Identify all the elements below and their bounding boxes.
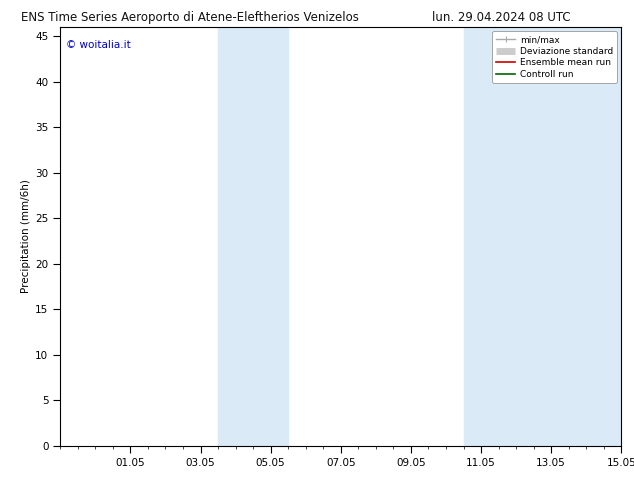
Text: lun. 29.04.2024 08 UTC: lun. 29.04.2024 08 UTC: [432, 11, 570, 24]
Text: ENS Time Series Aeroporto di Atene-Eleftherios Venizelos: ENS Time Series Aeroporto di Atene-Eleft…: [22, 11, 359, 24]
Text: © woitalia.it: © woitalia.it: [66, 40, 131, 49]
Y-axis label: Precipitation (mm/6h): Precipitation (mm/6h): [21, 179, 31, 294]
Legend: min/max, Deviazione standard, Ensemble mean run, Controll run: min/max, Deviazione standard, Ensemble m…: [492, 31, 617, 83]
Bar: [463, 27, 621, 446]
Bar: [218, 27, 288, 446]
